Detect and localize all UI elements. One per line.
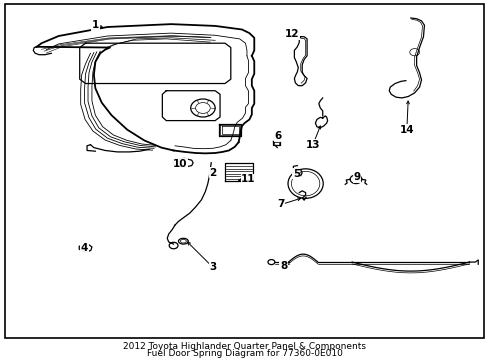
Text: 11: 11	[241, 174, 255, 184]
Text: 10: 10	[172, 159, 187, 169]
Text: 2: 2	[209, 168, 216, 178]
Text: 12: 12	[285, 29, 299, 39]
Text: 9: 9	[353, 172, 360, 182]
Text: Fuel Door Spring Diagram for 77360-0E010: Fuel Door Spring Diagram for 77360-0E010	[146, 349, 342, 358]
Text: 2012 Toyota Highlander Quarter Panel & Components: 2012 Toyota Highlander Quarter Panel & C…	[123, 342, 365, 351]
Text: 1: 1	[92, 20, 99, 30]
Text: 5: 5	[292, 168, 299, 179]
Text: 8: 8	[280, 261, 286, 271]
Text: 7: 7	[277, 199, 285, 210]
Text: 3: 3	[209, 262, 216, 272]
Text: 6: 6	[274, 131, 281, 141]
Text: 14: 14	[399, 125, 413, 135]
Text: 13: 13	[305, 140, 320, 150]
Text: 4: 4	[81, 243, 88, 253]
